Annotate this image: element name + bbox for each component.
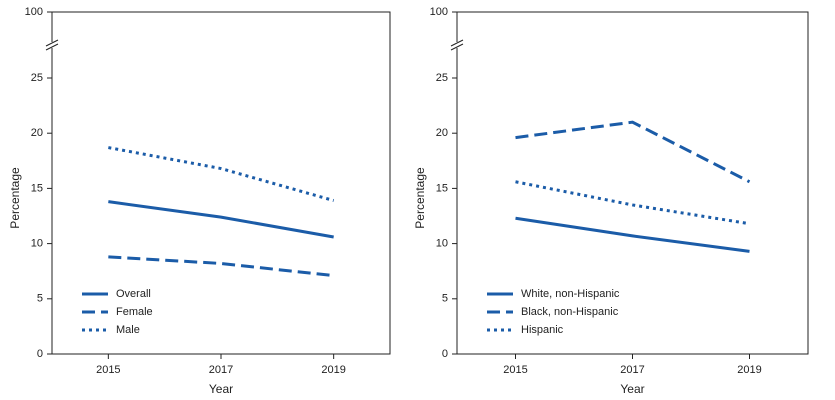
y-tick-label: 20 (436, 127, 448, 139)
y-tick-label: 5 (442, 293, 448, 305)
y-tick-label: 10 (436, 238, 448, 250)
x-axis-label: Year (209, 382, 233, 396)
x-tick-label: 2019 (321, 364, 345, 376)
legend-label: Overall (116, 288, 151, 300)
plot-frame (456, 11, 809, 355)
y-tick-label: 5 (37, 293, 43, 305)
y-tick-label: 100 (25, 6, 43, 18)
y-tick-label: 100 (430, 6, 448, 18)
legend-label: Hispanic (521, 324, 564, 336)
y-tick-label: 0 (442, 348, 448, 360)
axis-break (450, 43, 464, 51)
y-tick-label: 15 (436, 182, 448, 194)
y-tick-label: 25 (31, 72, 43, 84)
axis-break (45, 43, 59, 51)
axis-break (450, 39, 464, 47)
y-axis-label: Percentage (413, 167, 427, 229)
x-tick-label: 2019 (737, 364, 761, 376)
legend-label: Male (116, 324, 140, 336)
axis-break-gap (46, 42, 58, 48)
series-line (108, 200, 334, 239)
legend-label: White, non-Hispanic (521, 288, 620, 300)
series-line (515, 216, 750, 253)
y-tick-label: 0 (37, 348, 43, 360)
series-line (108, 255, 334, 278)
legend-label: Black, non-Hispanic (521, 306, 619, 318)
legend-label: Female (116, 306, 153, 318)
series-line (515, 180, 750, 226)
x-tick-label: 2017 (209, 364, 233, 376)
x-tick-label: 2015 (96, 364, 120, 376)
y-tick-label: 20 (31, 127, 43, 139)
axis-break-gap (451, 42, 463, 48)
plot-frame (51, 11, 391, 355)
y-tick-label: 25 (436, 72, 448, 84)
axis-break (45, 39, 59, 47)
y-tick-label: 15 (31, 182, 43, 194)
y-axis-label: Percentage (8, 167, 22, 229)
x-axis-label: Year (620, 382, 644, 396)
x-tick-label: 2017 (620, 364, 644, 376)
series-line (108, 146, 335, 202)
x-tick-label: 2015 (503, 364, 527, 376)
y-tick-label: 10 (31, 238, 43, 250)
series-line (515, 120, 751, 184)
